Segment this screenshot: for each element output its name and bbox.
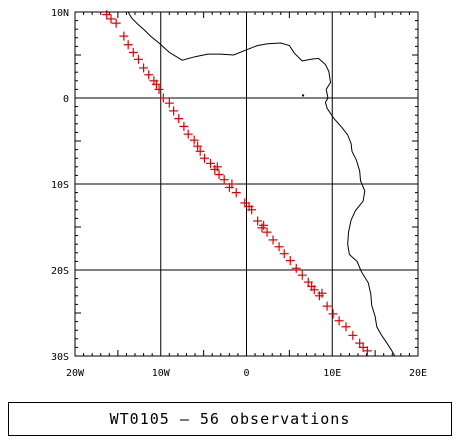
observation-marker	[334, 316, 344, 326]
observation-marker	[205, 158, 215, 168]
observation-marker	[123, 40, 133, 50]
observation-marker	[212, 162, 222, 172]
map-grid	[74, 11, 419, 357]
observation-marker	[199, 153, 209, 163]
observation-marker	[179, 121, 189, 131]
observation-marker	[219, 175, 229, 185]
caption-box: WT0105 — 56 observations	[8, 402, 452, 436]
observation-marker	[195, 146, 205, 156]
observation-marker	[151, 79, 161, 89]
observation-marker	[268, 235, 278, 245]
observation-marker	[348, 330, 358, 340]
observation-marker	[174, 114, 184, 124]
observation-marker	[227, 179, 237, 189]
caption-text: WT0105 — 56 observations	[109, 410, 351, 428]
x-tick-label: 10E	[323, 368, 341, 379]
observation-marker	[322, 301, 332, 311]
x-tick-label: 20W	[66, 368, 85, 379]
observation-marker	[328, 309, 338, 319]
observation-marker	[279, 249, 289, 259]
observation-marker	[341, 322, 351, 332]
observation-marker	[183, 129, 193, 139]
observation-marker	[285, 256, 295, 266]
y-tick-label: 10N	[51, 8, 69, 19]
observation-marker	[119, 31, 129, 41]
observation-marker	[102, 10, 112, 20]
observation-marker	[231, 188, 241, 198]
observation-marker	[244, 201, 254, 211]
observation-marker	[169, 106, 179, 116]
observation-marker	[317, 288, 327, 298]
observation-marker	[259, 220, 269, 230]
observation-marker	[297, 270, 307, 280]
x-tick-label: 20E	[409, 368, 427, 379]
y-tick-label: 10S	[51, 180, 69, 191]
observation-marker	[139, 63, 149, 73]
observation-marker	[291, 263, 301, 273]
observation-marker	[262, 227, 272, 237]
observation-marker	[133, 54, 143, 64]
observation-marker	[106, 14, 116, 24]
x-tick-label: 10W	[152, 368, 171, 379]
map-frame	[74, 11, 419, 357]
africa-coastline	[127, 11, 396, 357]
observation-marker	[164, 98, 174, 108]
observation-marker	[193, 141, 203, 151]
y-tick-label: 0	[63, 94, 69, 105]
observation-marker	[154, 84, 164, 94]
y-tick-label: 20S	[51, 266, 69, 277]
observation-marker	[358, 342, 368, 352]
observation-markers	[102, 10, 372, 356]
observation-marker	[214, 170, 224, 180]
observation-marker	[189, 135, 199, 145]
observation-marker	[307, 281, 317, 291]
island-marker	[302, 94, 305, 97]
observation-marker	[253, 216, 263, 226]
observation-marker	[158, 93, 168, 103]
observation-marker	[274, 242, 284, 252]
observation-marker	[144, 70, 154, 80]
observation-marker	[111, 18, 121, 28]
y-tick-label: 30S	[51, 352, 69, 363]
x-tick-label: 0	[243, 368, 249, 379]
map-axis-labels: 20W 10W 0 10E 20E 10N 0 10S 20S 30S	[51, 8, 427, 379]
observation-marker	[128, 47, 138, 57]
